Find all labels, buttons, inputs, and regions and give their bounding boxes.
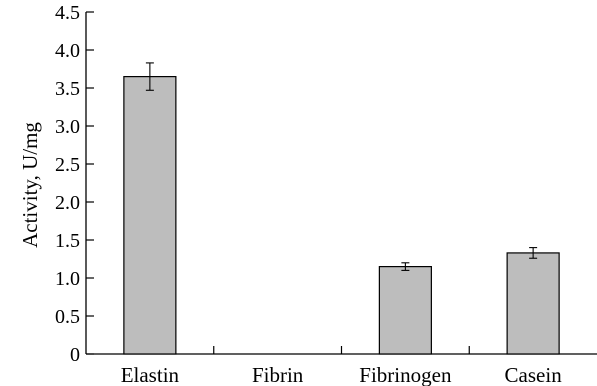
x-category-label: Fibrin <box>252 363 304 386</box>
bar-elastin <box>123 75 177 355</box>
x-category-label: Elastin <box>121 363 180 386</box>
error-bars <box>145 62 538 271</box>
y-tick-label: 3.5 <box>55 78 80 100</box>
error-bar-elastin <box>145 62 154 91</box>
y-tick-label: 1.5 <box>55 230 80 252</box>
y-tick-label: 0.5 <box>55 306 80 328</box>
y-tick-label: 2.0 <box>55 192 80 214</box>
x-axis-ticks <box>213 346 470 354</box>
y-axis-ticks: 0 0.5 1.0 1.5 2.0 2.5 3.0 3.5 4.0 4.5 <box>55 2 94 366</box>
x-category-label: Casein <box>505 363 563 386</box>
y-tick-label: 4.5 <box>55 2 80 24</box>
error-bar-casein <box>529 247 538 259</box>
category-labels: Elastin Fibrin Fibrinogen Casein <box>121 363 562 386</box>
y-tick-label: 3.0 <box>55 116 80 138</box>
bars <box>123 75 560 355</box>
y-tick-label: 1.0 <box>55 268 80 290</box>
y-tick-label: 2.5 <box>55 154 80 176</box>
y-axis-label: Activity, U/mg <box>18 122 42 248</box>
y-tick-label: 4.0 <box>55 40 80 62</box>
x-category-label: Fibrinogen <box>359 363 452 386</box>
y-tick-label: 0 <box>70 344 80 366</box>
error-bar-fibrinogen <box>401 262 410 271</box>
bar-fibrinogen <box>378 266 432 355</box>
plot-area: 0 0.5 1.0 1.5 2.0 2.5 3.0 3.5 4.0 4.5 Elastin Fibr… <box>55 2 597 386</box>
bar-casein <box>506 252 560 355</box>
